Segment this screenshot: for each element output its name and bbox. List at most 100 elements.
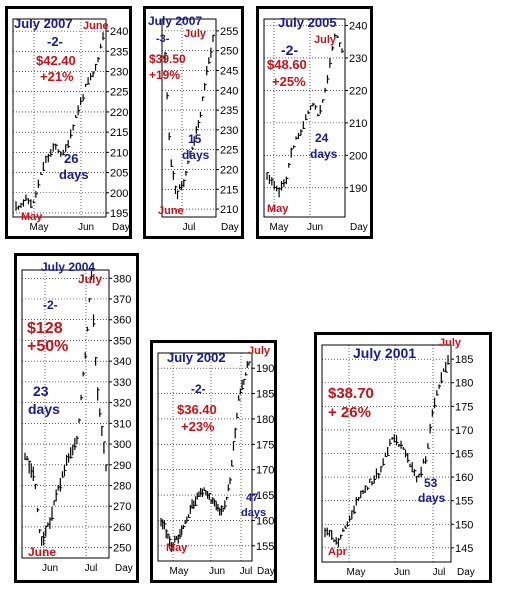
price-bar: [357, 497, 361, 502]
price-bar: [103, 441, 106, 454]
price-bar: [65, 144, 68, 153]
price-bar: [167, 533, 170, 539]
y-tick-label: 220: [349, 85, 367, 97]
y-tick-label: 160: [455, 472, 473, 484]
price-bar: [77, 105, 81, 116]
price-bar: [400, 440, 404, 449]
x-tick-label: May: [30, 222, 49, 233]
y-tick-label: 205: [110, 168, 128, 180]
price-bar: [176, 190, 180, 200]
price-bar: [201, 488, 205, 498]
y-tick-label: 170: [455, 425, 473, 437]
x-tick-label-day: Day: [115, 563, 133, 574]
price-bar: [95, 357, 98, 366]
price-bar: [94, 63, 98, 71]
price-bar: [346, 521, 350, 527]
price-bar: [225, 496, 229, 501]
plot-frame: [321, 344, 452, 563]
price-bar: [234, 427, 238, 439]
start-label: May: [267, 203, 289, 215]
y-tick-label: 160: [256, 515, 274, 527]
price-bar: [172, 542, 176, 550]
x-tick-label: May: [347, 567, 366, 578]
price-bar: [80, 97, 83, 106]
price-bar: [312, 102, 315, 107]
price-bar: [36, 507, 40, 513]
price-bar: [97, 387, 100, 401]
y-tick-label: 200: [110, 188, 128, 200]
price-bar: [191, 146, 195, 150]
chart-title: July 2004: [41, 260, 96, 274]
y-tick-label: 340: [113, 356, 131, 368]
price-bar: [45, 525, 48, 537]
wave-label: -2-: [43, 298, 58, 312]
x-tick-label: May: [170, 566, 189, 577]
price-bar: [238, 395, 241, 401]
price-bar: [57, 149, 61, 154]
price-bar: [86, 326, 90, 332]
price-bar: [89, 73, 93, 81]
end-label: July: [248, 345, 271, 357]
wave-label: -2-: [47, 34, 63, 49]
price-bar: [248, 361, 251, 365]
x-tick-label-day: Day: [221, 222, 239, 233]
y-tick-label: 235: [110, 46, 128, 58]
price-bar: [331, 46, 335, 51]
y-tick-label: 230: [110, 67, 128, 79]
price-bar: [42, 161, 46, 172]
price-bar: [45, 155, 48, 164]
price-bar: [99, 43, 103, 49]
y-tick-label: 250: [220, 46, 238, 58]
y-tick-label: 380: [113, 273, 131, 285]
price-bar: [184, 519, 188, 525]
price-bar: [169, 536, 172, 547]
price-bar: [204, 83, 207, 91]
price-bar: [17, 205, 21, 210]
price-bar: [280, 180, 284, 191]
start-label: June: [28, 545, 57, 559]
price-bar: [165, 529, 169, 539]
duration-unit-label: days: [59, 167, 89, 182]
y-tick-label: 230: [220, 125, 238, 137]
chart-panel-1: 195 200 205 210 215 220 225 230 235 240 May Jun Day …: [5, 6, 132, 239]
price-bar: [389, 439, 392, 446]
duration-number-label: 23: [33, 383, 49, 399]
price-bar: [438, 384, 442, 389]
price-bar: [319, 105, 323, 115]
x-tick-label: May: [270, 222, 289, 233]
y-tick-label: 300: [113, 439, 131, 451]
gain-percent-label: +25%: [272, 74, 306, 89]
price-bar: [266, 172, 269, 180]
chart-svg-1: 195 200 205 210 215 220 225 230 235 240 May Jun Day: [12, 18, 129, 233]
y-tick-label: 240: [349, 20, 367, 32]
x-tick-label: Jul: [85, 563, 98, 574]
price-bar: [186, 516, 189, 523]
price-bar: [50, 149, 53, 157]
price-bar: [90, 270, 94, 280]
chart-panel-6: 145 150 155 160 165 170 175 180 185 May Jun Jul Day …: [314, 332, 492, 583]
chart-title: July 2002: [167, 350, 226, 365]
price-bar: [84, 352, 88, 359]
price-bar: [243, 378, 246, 385]
price-bar: [37, 179, 41, 188]
price-bar: [324, 87, 328, 93]
price-bar: [183, 179, 186, 188]
y-tick-label: 155: [455, 496, 473, 508]
price-bar: [20, 202, 23, 208]
y-tick-label: 200: [349, 150, 367, 162]
price-bar: [196, 492, 200, 500]
price-bar: [25, 194, 28, 201]
price-bar: [40, 171, 43, 175]
price-bar: [80, 394, 84, 401]
price-bar: [447, 355, 450, 365]
price-bar: [331, 530, 334, 540]
price-bar: [342, 528, 345, 532]
gain-dollar-label: $42.40: [36, 53, 76, 68]
price-bar: [55, 489, 59, 502]
duration-number-label: 15: [188, 132, 202, 146]
price-bar: [34, 483, 38, 490]
chart-title: July 2007: [148, 14, 203, 28]
gain-percent-label: +23%: [181, 419, 215, 434]
price-bar: [431, 409, 435, 417]
price-bar: [429, 423, 433, 434]
